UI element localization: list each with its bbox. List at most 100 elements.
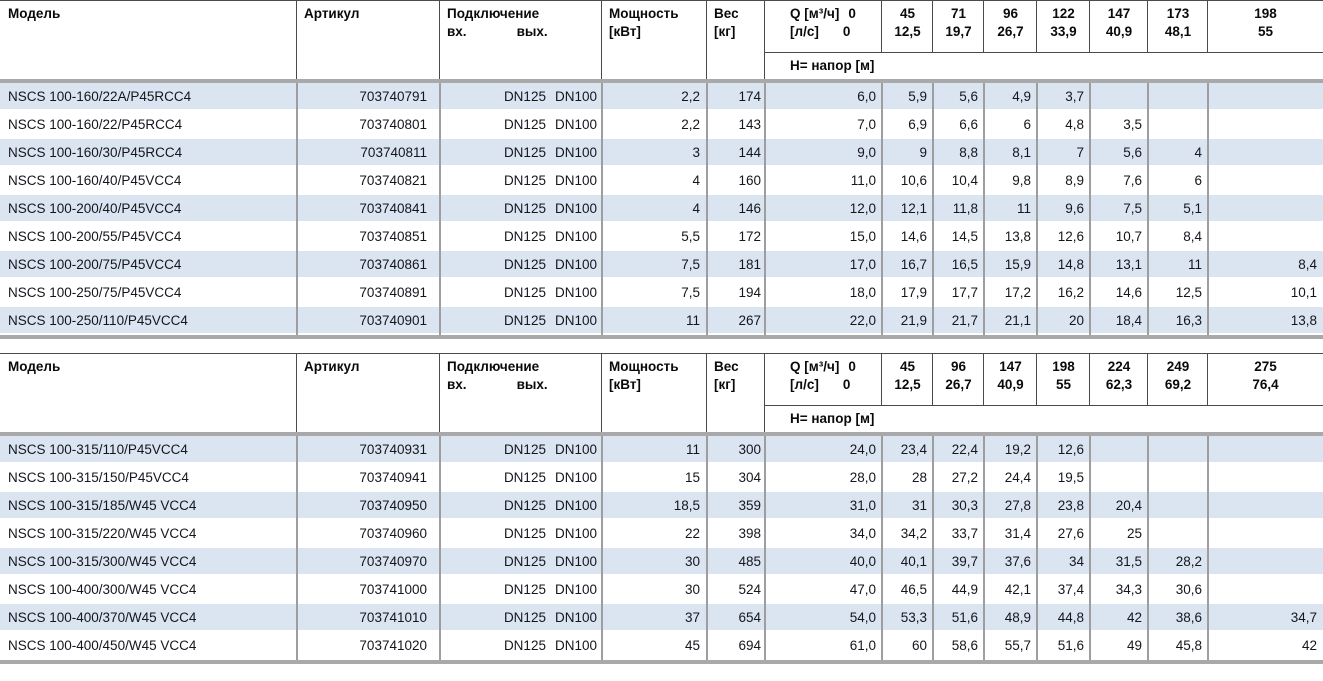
column-divider — [1089, 436, 1091, 660]
head-cell: 51,6 — [1057, 637, 1084, 653]
head-cell: 6,0 — [857, 88, 876, 104]
column-divider — [983, 436, 985, 660]
table-row: NSCS 100-315/110/P45VCC4 703740931 DN125 DN… — [0, 436, 1323, 464]
dn-inlet: DN125 — [503, 116, 546, 132]
dn-outlet: DN100 — [554, 116, 597, 132]
q-col-header: 71 19,7 — [933, 1, 984, 52]
dn-outlet: DN100 — [554, 200, 597, 216]
weight-cell: 146 — [738, 200, 761, 216]
model-cell: NSCS 100-200/55/P45VCC4 — [8, 228, 182, 244]
head-cell: 5,6 — [959, 88, 978, 104]
header-divider — [983, 1, 984, 53]
model-cell: NSCS 100-400/450/W45 VCC4 — [8, 637, 197, 653]
col-header-power: Мощность [кВт] — [602, 1, 707, 79]
column-divider — [1036, 83, 1038, 335]
column-divider — [1207, 83, 1209, 335]
q-col-header: 173 48,1 — [1148, 1, 1208, 52]
q-col-header: 198 55 — [1037, 354, 1090, 405]
connection-header-label: Подключение — [447, 6, 540, 21]
head-cell — [1208, 436, 1323, 462]
dn-inlet: DN125 — [503, 312, 546, 328]
head-cell — [1148, 520, 1208, 546]
article-cell: 703741010 — [359, 609, 427, 625]
power-cell: 4 — [692, 200, 700, 216]
q-m3h-value: 0 — [848, 6, 856, 21]
q-m3h-value: 147 — [1107, 6, 1131, 21]
head-cell: 12,0 — [849, 200, 876, 216]
header-divider — [881, 354, 882, 406]
head-cell: 27,8 — [1004, 497, 1031, 513]
head-cell: 34,3 — [1115, 581, 1142, 597]
header-divider — [932, 1, 933, 53]
head-cell: 7,6 — [1123, 172, 1142, 188]
power-cell: 7,5 — [681, 256, 700, 272]
head-cell: 8,4 — [1183, 228, 1202, 244]
column-divider — [881, 83, 883, 335]
head-cell: 31,4 — [1004, 525, 1031, 541]
head-cell: 30,6 — [1175, 581, 1202, 597]
dn-inlet: DN125 — [503, 553, 546, 569]
connection-header-label: Подключение — [447, 359, 540, 374]
table-row: NSCS 100-315/300/W45 VCC4 703740970 DN125 D… — [0, 548, 1323, 576]
article-cell: 703740970 — [359, 553, 427, 569]
head-cell — [1208, 83, 1323, 109]
connection-cell: DN125 DN100 — [440, 520, 602, 546]
head-cell: 9 — [919, 144, 927, 160]
q-ls-value: 40,9 — [1105, 24, 1133, 39]
head-cell: 14,6 — [1115, 284, 1142, 300]
column-divider — [764, 83, 766, 335]
head-cell — [1208, 576, 1323, 602]
connection-cell: DN125 DN100 — [440, 436, 602, 462]
q-label-cell: Q [м³/ч] 0 [л/с] 0 — [765, 1, 882, 52]
q-ls-value: 0 — [842, 24, 851, 39]
head-cell — [1090, 436, 1148, 462]
head-cell: 37,4 — [1057, 581, 1084, 597]
column-divider — [1089, 83, 1091, 335]
dn-inlet: DN125 — [503, 525, 546, 541]
head-cell — [1208, 520, 1323, 546]
head-cell: 21,9 — [900, 312, 927, 328]
column-divider — [296, 436, 298, 660]
head-cell: 4,9 — [1012, 88, 1031, 104]
head-cell: 5,9 — [908, 88, 927, 104]
header-divider — [881, 1, 882, 53]
head-cell: 37,6 — [1004, 553, 1031, 569]
head-cell: 17,7 — [951, 284, 978, 300]
power-cell: 2,2 — [681, 116, 700, 132]
weight-cell: 194 — [738, 284, 761, 300]
table-row: NSCS 100-200/55/P45VCC4 703740851 DN125 DN1… — [0, 223, 1323, 251]
weight-cell: 144 — [738, 144, 761, 160]
q-ls-value: 55 — [1055, 377, 1072, 392]
col-header-connection: Подключение вх. вых. — [440, 1, 602, 79]
article-cell: 703740791 — [359, 88, 427, 104]
q-m3h-value: 198 — [1254, 6, 1277, 21]
connection-cell: DN125 DN100 — [440, 111, 602, 137]
flow-header-area: Q [м³/ч] 0 [л/с] 0 45 12,5 96 26,7 147 40,9 198 5… — [765, 354, 1323, 432]
head-cell: 21,7 — [951, 312, 978, 328]
q-m3h-value: 45 — [899, 359, 916, 374]
header-divider — [296, 1, 297, 79]
head-cell: 8,4 — [1298, 256, 1317, 272]
dn-outlet: DN100 — [554, 609, 597, 625]
connection-cell: DN125 DN100 — [440, 464, 602, 490]
model-header-label: Модель — [8, 359, 61, 374]
head-cell: 54,0 — [849, 609, 876, 625]
head-cell — [1208, 548, 1323, 574]
col-header-article: Артикул — [297, 1, 440, 79]
q-m3h-value: 224 — [1107, 359, 1131, 374]
q-ls-label: [л/с] — [790, 24, 819, 39]
q-ls-value: 40,9 — [997, 377, 1024, 392]
head-cell: 12,6 — [1057, 441, 1084, 457]
power-cell: 5,5 — [681, 228, 700, 244]
inlet-header-label: вх. — [447, 377, 467, 392]
head-cell: 40,1 — [900, 553, 927, 569]
head-cell: 34,7 — [1290, 609, 1317, 625]
head-cell: 11 — [1187, 256, 1202, 272]
q-ls-line: [л/с] 0 — [790, 23, 882, 41]
dn-outlet: DN100 — [554, 228, 597, 244]
article-cell: 703741000 — [359, 581, 427, 597]
model-cell: NSCS 100-400/370/W45 VCC4 — [8, 609, 197, 625]
weight-cell: 300 — [738, 441, 761, 457]
power-unit-label: [кВт] — [609, 24, 641, 39]
q-ls-value: 48,1 — [1164, 24, 1192, 39]
